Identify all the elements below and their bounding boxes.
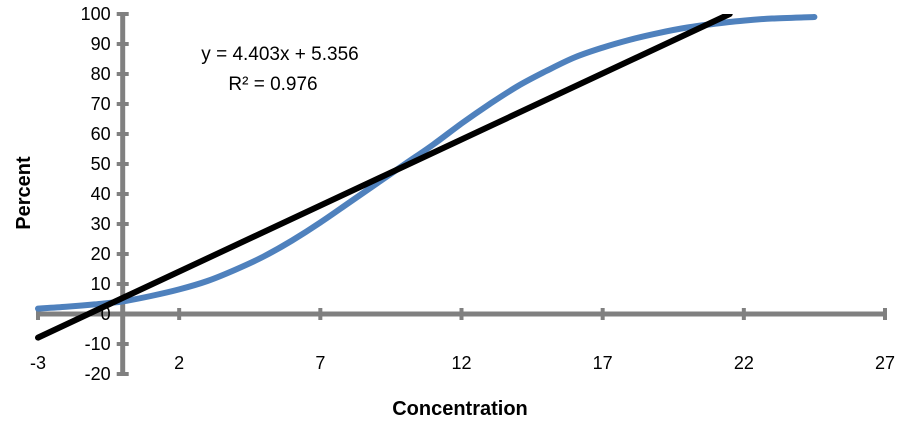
y-tick-label: -10 xyxy=(85,334,111,354)
x-tick-label: 17 xyxy=(593,353,613,373)
series-layer xyxy=(35,14,818,341)
x-tick-label: 7 xyxy=(315,353,325,373)
trendline-equation: y = 4.403x + 5.356 xyxy=(201,44,358,65)
y-tick-label: 50 xyxy=(91,154,111,174)
x-tick-label: 12 xyxy=(451,353,471,373)
x-tick-label: 2 xyxy=(174,353,184,373)
y-tick-label: 60 xyxy=(91,124,111,144)
x-axis-title: Concentration xyxy=(392,398,528,420)
ticks xyxy=(36,12,887,376)
series-line-trend xyxy=(35,14,733,341)
x-tick-label: 27 xyxy=(875,353,895,373)
y-tick-label: 10 xyxy=(91,274,111,294)
y-tick-label: 0 xyxy=(101,304,111,324)
x-tick-label: -3 xyxy=(30,353,46,373)
y-tick-label: 40 xyxy=(91,184,111,204)
y-tick-label: 70 xyxy=(91,94,111,114)
x-tick-label: 22 xyxy=(734,353,754,373)
r-squared: R² = 0.976 xyxy=(228,74,317,95)
y-tick-label: 20 xyxy=(91,244,111,264)
y-tick-label: 90 xyxy=(91,34,111,54)
y-tick-label: 30 xyxy=(91,214,111,234)
y-tick-label: -20 xyxy=(85,364,111,384)
y-axis-title: Percent xyxy=(13,156,35,230)
y-tick-label: 100 xyxy=(81,4,111,24)
series-line-data xyxy=(35,14,818,312)
y-tick-label: 80 xyxy=(91,64,111,84)
